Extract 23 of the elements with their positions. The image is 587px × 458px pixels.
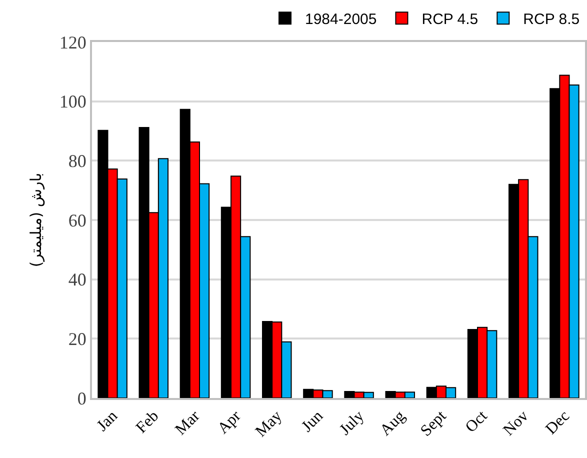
legend-label: 1984-2005 [305,10,377,28]
y-tick-label: 80 [68,150,86,171]
x-tick-label: May [252,408,286,440]
x-tick-label: Oct [462,407,492,436]
x-tick-label: Nov [500,408,532,440]
x-tick-label: Feb [133,408,162,437]
x-tick-label: Dec [542,408,573,438]
legend-label: RCP 8.5 [523,10,580,28]
y-tick-label: 60 [68,210,86,230]
y-tick-label: 120 [59,32,86,52]
x-tick-label: Sept [418,407,450,440]
y-tick-label: 40 [68,270,86,290]
x-tick-label: Aug [377,408,409,440]
y-tick-label: 0 [77,388,86,408]
y-axis-title: بارش (میلیمتر) [27,172,46,268]
y-tick-label: 20 [68,328,86,349]
legend-label: RCP 4.5 [422,10,478,28]
x-tick-label: July [336,408,368,439]
x-tick-label: Jun [298,408,326,436]
x-tick-label: Jan [94,408,122,435]
x-tick-label: Apr [214,407,245,438]
y-tick-label: 100 [59,92,86,112]
x-tick-label: Mar [172,407,204,439]
